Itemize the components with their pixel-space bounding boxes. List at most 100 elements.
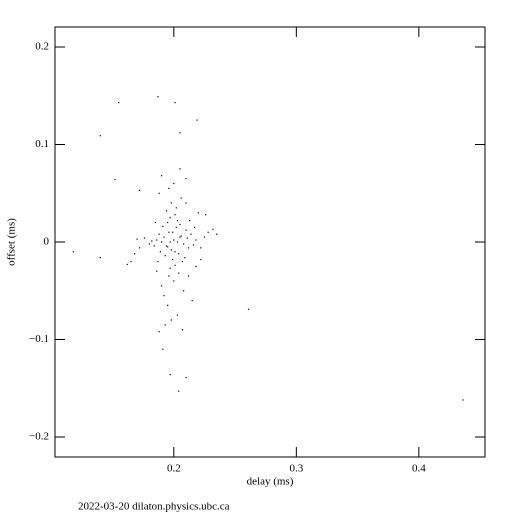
point [173,182,175,185]
point [185,178,187,180]
y-tick-label: 0.2 [35,41,49,53]
y-tick-label: −0.2 [29,431,49,443]
point [173,280,175,282]
point [138,247,141,249]
point [156,270,158,272]
point [197,212,199,214]
point [185,202,187,204]
point [174,214,176,216]
point [153,245,155,247]
point [189,219,191,222]
point [169,267,171,269]
point [195,239,197,241]
point [165,245,168,247]
point [179,168,181,170]
point [163,236,165,238]
point [72,251,74,253]
point [203,236,206,238]
point [160,285,163,287]
point [160,241,163,243]
point [162,225,164,227]
point [179,132,181,134]
point [191,299,193,302]
point [157,96,159,98]
x-tick-label: 0.4 [412,463,426,475]
point [194,226,196,228]
point [167,246,169,248]
point [138,189,141,191]
x-tick-label: 0.2 [167,463,181,475]
point [174,251,176,253]
point [167,221,169,224]
point [136,238,138,240]
point [118,101,120,104]
point [143,237,146,239]
plot-frame [54,26,486,458]
point [165,210,168,212]
point [179,223,181,226]
point [163,295,165,297]
point [190,233,192,235]
point [172,231,174,233]
point [196,119,198,121]
point [134,253,136,255]
point [174,264,176,267]
point [187,275,190,277]
point [148,243,150,245]
point [181,329,184,331]
point [162,348,164,350]
point [183,243,185,245]
point [207,231,209,233]
point [164,255,166,257]
point [169,241,171,243]
point [187,247,190,249]
point [99,135,101,137]
point [247,308,250,310]
point [178,253,180,255]
point [173,239,175,241]
point [157,260,159,263]
point [170,319,172,321]
point [168,187,170,189]
point [99,257,101,259]
point [178,390,180,392]
point [178,272,180,274]
point [184,257,186,259]
point [158,331,160,333]
footer: 2022-03-20 dilaton.physics.ubc.ca [78,501,230,512]
point [179,236,181,238]
point [159,251,161,253]
point [130,260,132,263]
x-tick-label: 0.3 [289,463,303,475]
point [180,235,182,237]
point [175,226,177,228]
point [180,197,182,199]
point [174,101,176,104]
point [168,231,170,233]
point [181,260,184,263]
y-tick-label: 0 [44,236,50,248]
x-axis-label: delay (ms) [247,476,294,488]
point [160,175,163,177]
point [183,290,185,292]
point [126,263,128,266]
point [176,314,179,316]
point [195,265,197,267]
point [168,275,170,277]
point [175,207,177,209]
point [205,214,207,216]
point [185,376,187,379]
point [172,258,174,261]
point [164,324,166,326]
point [170,202,172,204]
y-tick-label: −0.1 [29,333,49,345]
point [114,178,116,181]
point [186,237,188,239]
y-axis-label: offset (ms) [6,218,18,266]
point [200,247,202,249]
point [169,217,171,219]
y-tick-label: 0.1 [35,138,49,150]
point [212,228,214,230]
point [216,233,218,235]
